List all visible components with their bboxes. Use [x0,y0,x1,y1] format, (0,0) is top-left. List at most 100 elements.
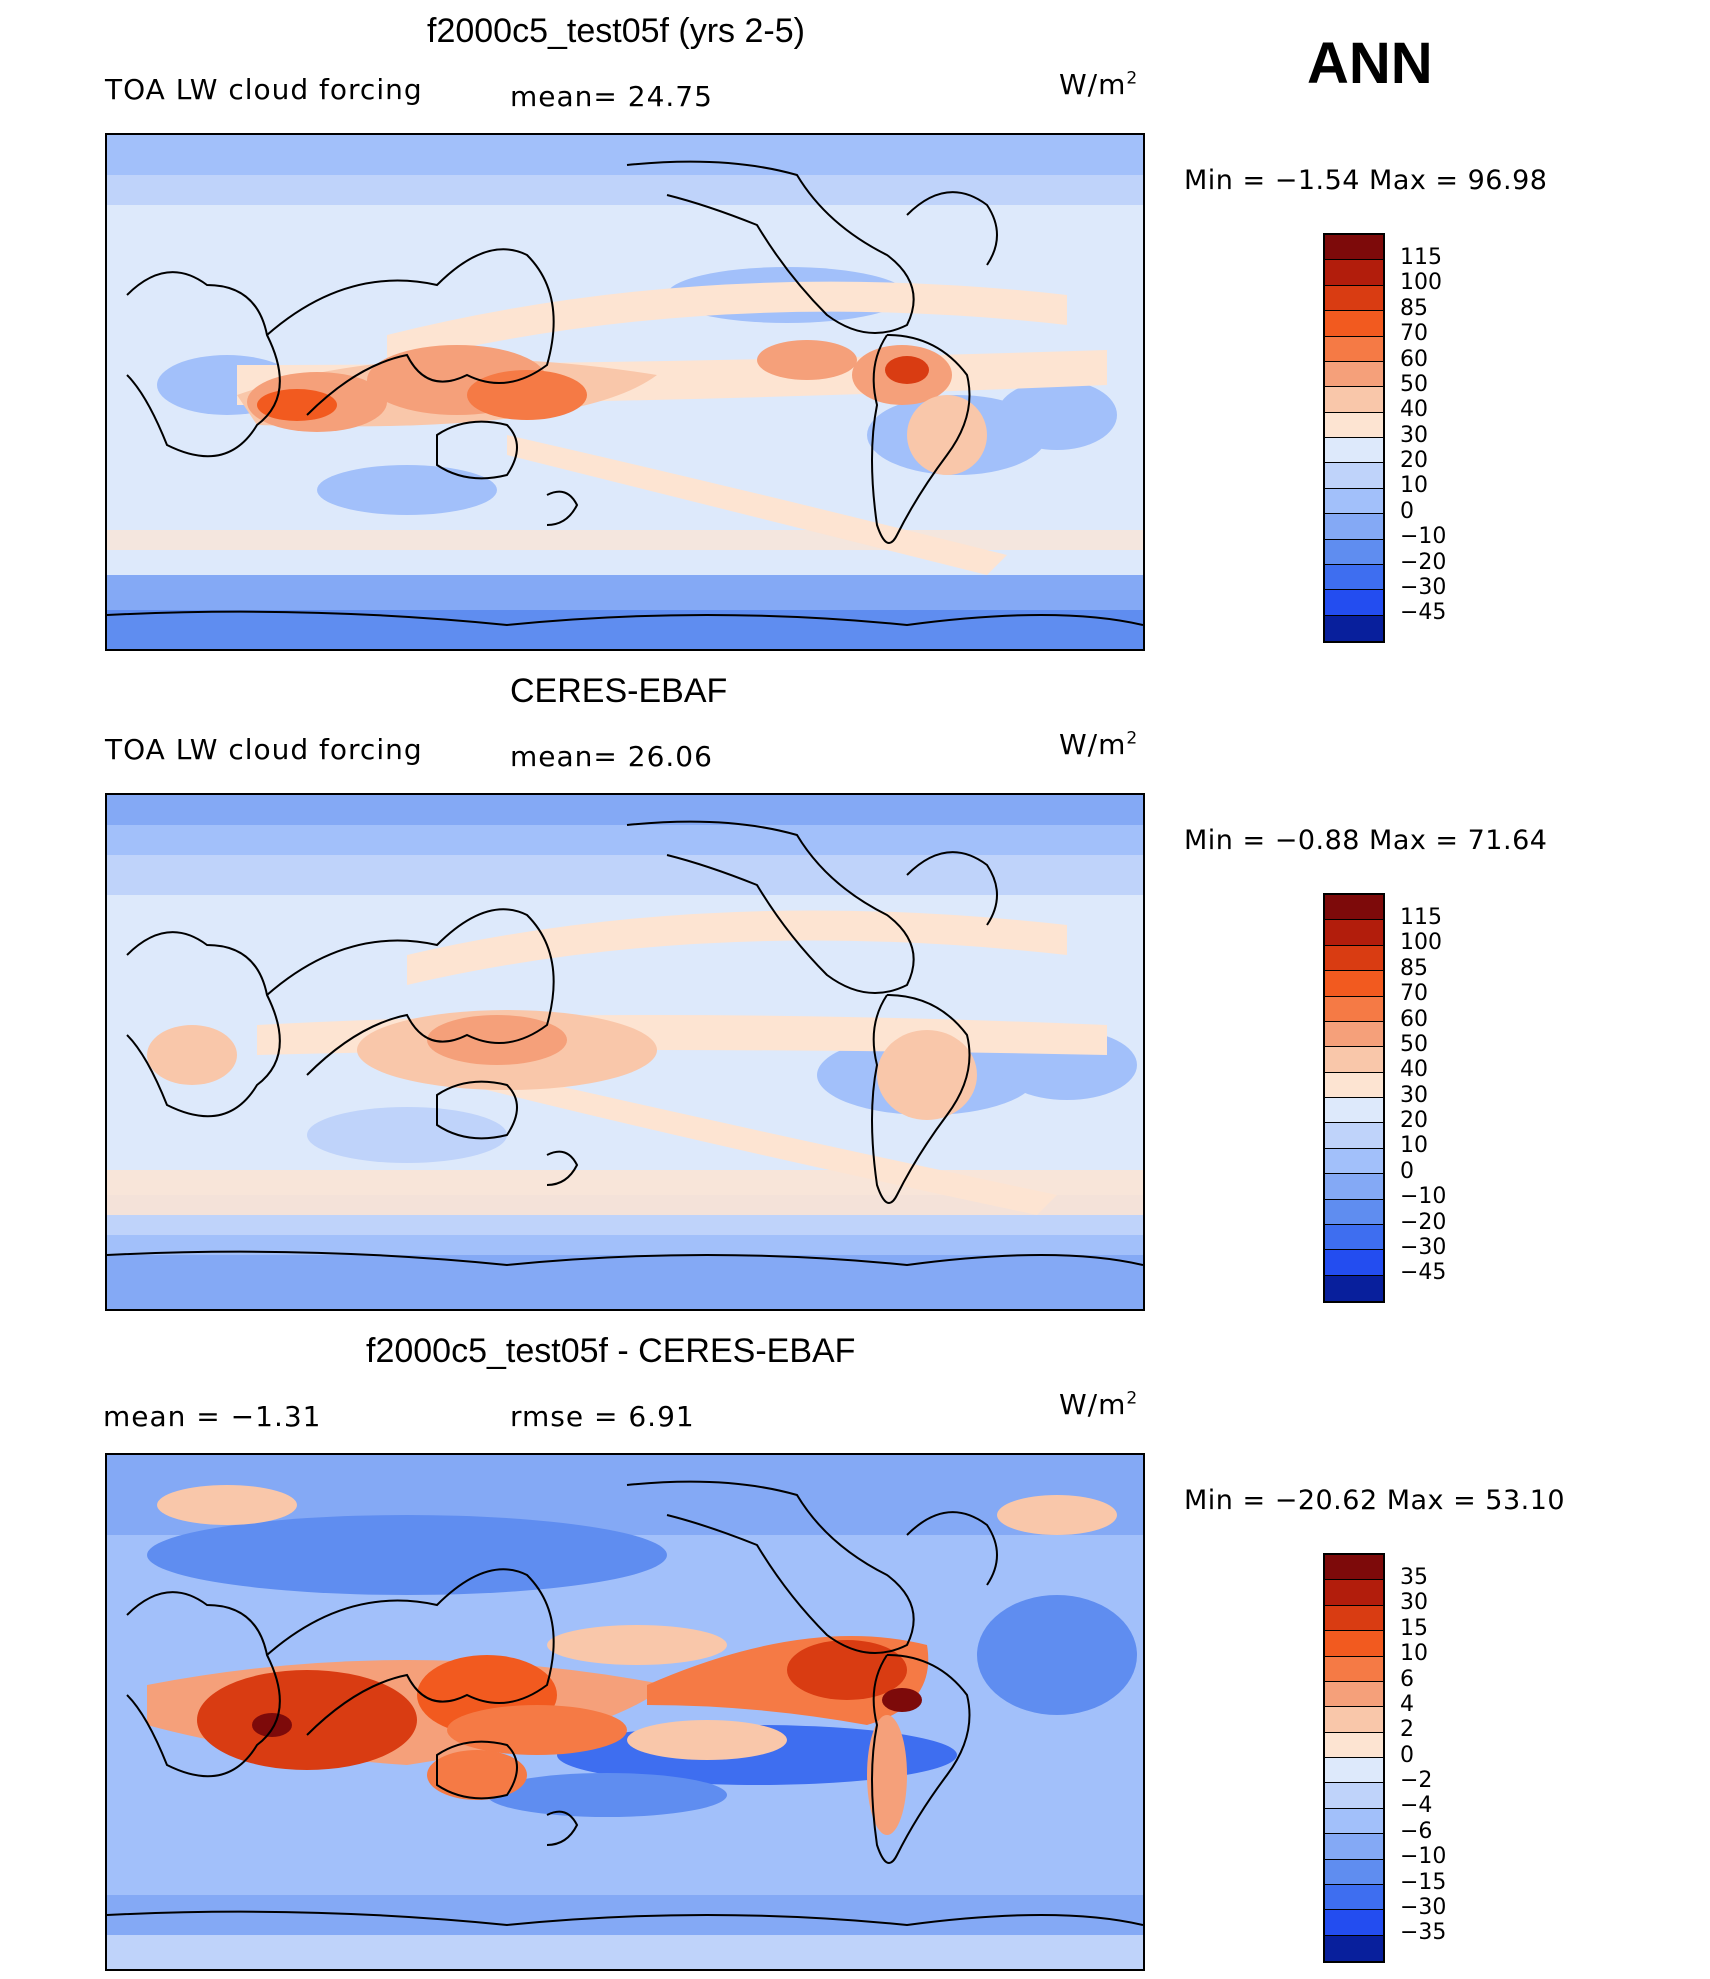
colorbar-tick-label: 40 [1400,397,1428,423]
colorbar-tick-label: 4 [1400,1691,1414,1717]
colorbar-segment [1325,336,1383,362]
colorbar-segment [1325,1681,1383,1708]
colorbar-tick-label: 50 [1400,1031,1428,1057]
colorbar-segment [1325,1021,1383,1048]
panel2-minmax: Min = −0.88 Max = 71.64 [1184,825,1548,856]
colorbar-segment [1325,1555,1383,1581]
colorbar-segment [1325,1758,1383,1784]
panel3-map-svg [107,1455,1143,1969]
panel1-units: W/m2 [1059,68,1139,101]
colorbar-tick-label: 60 [1400,1006,1428,1032]
panel2-map-svg [107,795,1143,1309]
panel2-obs-map [105,793,1145,1311]
colorbar-segment [1325,1199,1383,1225]
colorbar-tick-label: −20 [1400,1209,1447,1235]
colorbar-tick-label: −2 [1400,1768,1433,1793]
colorbar-segment [1325,971,1383,997]
colorbar-segment [1325,920,1383,946]
colorbar-segment [1325,1707,1383,1733]
colorbar-segment [1325,1098,1383,1124]
colorbar-tick-label: 2 [1400,1717,1414,1743]
colorbar-tick-label: −10 [1400,524,1447,550]
colorbar-segment [1325,1732,1383,1758]
colorbar-tick-label: −15 [1400,1869,1447,1895]
colorbar-tick-label: −30 [1400,574,1447,600]
colorbar-segment [1325,564,1383,591]
colorbar-segment [1325,1148,1383,1175]
colorbar-segment [1325,412,1383,438]
colorbar-segment [1325,1631,1383,1657]
panel2-mean: mean= 26.06 [510,740,713,773]
colorbar-tick-label: 0 [1400,1158,1414,1184]
colorbar-segment [1325,1656,1383,1682]
colorbar-segment [1325,1047,1383,1073]
panel2-units: W/m2 [1059,728,1139,761]
colorbar-segment [1325,1123,1383,1149]
colorbar-segment [1325,539,1383,565]
colorbar-segment [1325,260,1383,286]
colorbar-tick-label: 10 [1400,473,1428,499]
colorbar-segment [1325,1250,1383,1276]
panel3-units: W/m2 [1059,1388,1139,1421]
colorbar-segment [1325,1859,1383,1885]
colorbar-tick-label: 50 [1400,371,1428,397]
colorbar-segment [1325,1910,1383,1936]
panel2-title: CERES-EBAF [510,672,728,710]
panel1-mean: mean= 24.75 [510,80,713,113]
colorbar-segment [1325,311,1383,337]
colorbar-tick-label: −4 [1400,1793,1433,1819]
colorbar-tick-label: −10 [1400,1184,1447,1210]
colorbar-segment [1325,1783,1383,1809]
colorbar-segment [1325,945,1383,972]
colorbar-segment [1325,285,1383,312]
panel3-minmax: Min = −20.62 Max = 53.10 [1184,1485,1566,1516]
colorbar-segment [1325,438,1383,464]
colorbar-segment [1325,488,1383,515]
colorbar-tick-label: 0 [1400,1742,1414,1768]
colorbar-tick-label: −35 [1400,1920,1447,1946]
panel1-colorbar [1323,233,1385,643]
panel1-minmax: Min = −1.54 Max = 96.98 [1184,165,1548,196]
colorbar-segment [1325,1072,1383,1098]
colorbar-segment [1325,387,1383,413]
colorbar-segment [1325,1224,1383,1251]
panel1-model-map [105,133,1145,651]
colorbar-tick-label: 0 [1400,498,1414,524]
colorbar-segment [1325,235,1383,261]
colorbar-segment [1325,895,1383,921]
colorbar-segment [1325,1808,1383,1835]
colorbar-tick-label: 30 [1400,1590,1428,1616]
colorbar-tick-label: −30 [1400,1234,1447,1260]
colorbar-tick-label: 100 [1400,270,1442,296]
panel3-title: f2000c5_test05f - CERES-EBAF [366,1332,856,1370]
colorbar-segment [1325,1935,1383,1961]
panel3-rmse: rmse = 6.91 [510,1400,695,1433]
colorbar-tick-label: −45 [1400,1260,1447,1286]
colorbar-tick-label: −45 [1400,600,1447,626]
colorbar-tick-label: −30 [1400,1894,1447,1920]
panel1-map-svg [107,135,1143,649]
colorbar-tick-label: 115 [1400,245,1442,270]
colorbar-tick-label: −10 [1400,1844,1447,1870]
colorbar-tick-label: 85 [1400,295,1428,321]
colorbar-tick-label: −20 [1400,549,1447,575]
colorbar-tick-label: 35 [1400,1565,1428,1590]
colorbar-segment [1325,1275,1383,1301]
colorbar-tick-label: 70 [1400,981,1428,1007]
colorbar-tick-label: 30 [1400,1082,1428,1108]
colorbar-segment [1325,1605,1383,1632]
colorbar-tick-label: 85 [1400,955,1428,981]
panel2-variable: TOA LW cloud forcing [105,733,423,766]
colorbar-tick-label: 70 [1400,321,1428,347]
colorbar-tick-label: 10 [1400,1133,1428,1159]
colorbar-segment [1325,463,1383,489]
panel3-mean: mean = −1.31 [103,1400,322,1433]
colorbar-tick-label: 15 [1400,1615,1428,1641]
colorbar-tick-label: 30 [1400,422,1428,448]
colorbar-tick-label: 40 [1400,1057,1428,1083]
panel1-title: f2000c5_test05f (yrs 2-5) [427,12,805,50]
colorbar-segment [1325,361,1383,388]
colorbar-segment [1325,996,1383,1022]
colorbar-segment [1325,590,1383,616]
colorbar-tick-label: 60 [1400,346,1428,372]
